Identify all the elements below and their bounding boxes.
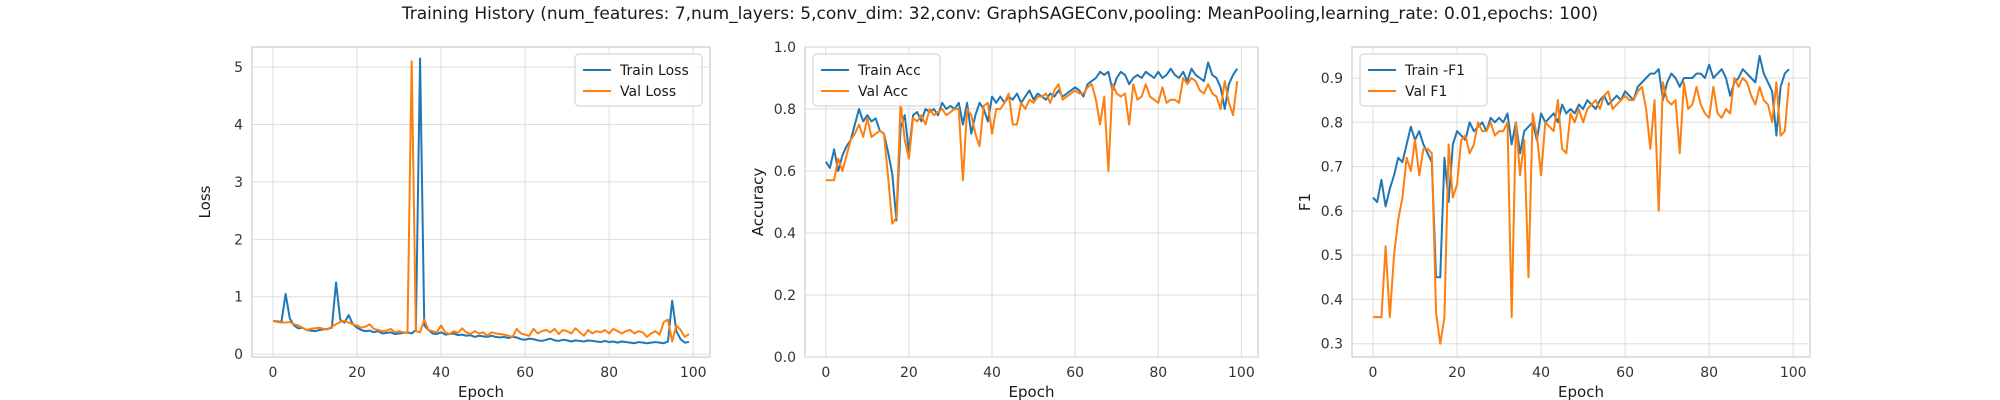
f1-x-tick-label: 100: [1780, 365, 1807, 381]
acc-x-tick-label: 100: [1228, 365, 1255, 381]
acc-y-tick-label: 0.8: [774, 102, 796, 118]
f1-x-axis-label: Epoch: [1558, 383, 1604, 400]
f1-x-tick-label: 40: [1532, 365, 1550, 381]
figure-title: Training History (num_features: 7,num_la…: [401, 4, 1599, 24]
loss-x-tick-label: 40: [432, 365, 450, 381]
f1-y-tick-label: 0.7: [1321, 160, 1343, 176]
loss-y-axis-label: Loss: [196, 185, 214, 218]
f1-x-tick-label: 60: [1616, 365, 1634, 381]
loss-y-tick-label: 1: [234, 290, 243, 306]
f1-y-tick-label: 0.4: [1321, 292, 1343, 308]
f1-legend-label: Train -F1: [1404, 63, 1465, 79]
loss-x-axis-label: Epoch: [458, 383, 504, 400]
loss-y-tick-label: 5: [234, 60, 243, 76]
loss-x-tick-label: 100: [680, 365, 707, 381]
loss-series-line-val: [272, 60, 690, 343]
acc-x-tick-label: 80: [1149, 365, 1167, 381]
loss-x-tick-label: 60: [516, 365, 534, 381]
f1-y-tick-label: 0.5: [1321, 248, 1343, 264]
acc-x-tick-label: 40: [983, 365, 1001, 381]
acc-series-line-train: [824, 61, 1239, 222]
f1-legend-label: Val F1: [1405, 84, 1447, 100]
acc-legend-label: Val Acc: [858, 84, 908, 100]
f1-y-tick-label: 0.6: [1321, 204, 1343, 220]
loss-legend: [574, 53, 703, 107]
f1-y-tick-label: 0.8: [1321, 115, 1343, 131]
loss-y-tick-label: 0: [234, 347, 243, 363]
f1-series-line-val: [1373, 77, 1790, 345]
f1-x-tick-label: 20: [1448, 365, 1466, 381]
acc-series-line-val: [825, 77, 1239, 225]
f1-y-tick-label: 0.9: [1321, 71, 1343, 87]
loss-y-tick-label: 3: [234, 175, 243, 191]
loss-legend-label: Train Loss: [619, 63, 689, 79]
acc-y-axis-label: Accuracy: [749, 168, 767, 237]
acc-y-tick-label: 0.6: [774, 164, 796, 180]
f1-series-line-train: [1372, 54, 1790, 279]
f1-y-tick-label: 0.3: [1321, 337, 1343, 353]
f1-legend: [1359, 53, 1488, 107]
f1-x-tick-label: 80: [1700, 365, 1718, 381]
f1-x-tick-label: 0: [1369, 365, 1378, 381]
f1-y-axis-label: F1: [1296, 193, 1314, 211]
loss-x-tick-label: 20: [348, 365, 366, 381]
loss-x-tick-label: 0: [269, 365, 278, 381]
acc-x-tick-label: 60: [1066, 365, 1084, 381]
acc-x-tick-label: 20: [900, 365, 918, 381]
loss-legend-label: Val Loss: [620, 84, 676, 100]
acc-x-tick-label: 0: [821, 365, 830, 381]
acc-legend-label: Train Acc: [857, 63, 921, 79]
loss-x-tick-label: 80: [600, 365, 618, 381]
acc-x-axis-label: Epoch: [1009, 383, 1055, 400]
acc-y-tick-label: 1.0: [774, 40, 796, 56]
acc-legend: [812, 53, 941, 107]
loss-y-tick-label: 4: [234, 118, 243, 134]
acc-y-tick-label: 0.0: [774, 350, 796, 366]
loss-y-tick-label: 2: [234, 232, 243, 248]
acc-y-tick-label: 0.2: [774, 288, 796, 304]
acc-y-tick-label: 0.4: [774, 226, 796, 242]
